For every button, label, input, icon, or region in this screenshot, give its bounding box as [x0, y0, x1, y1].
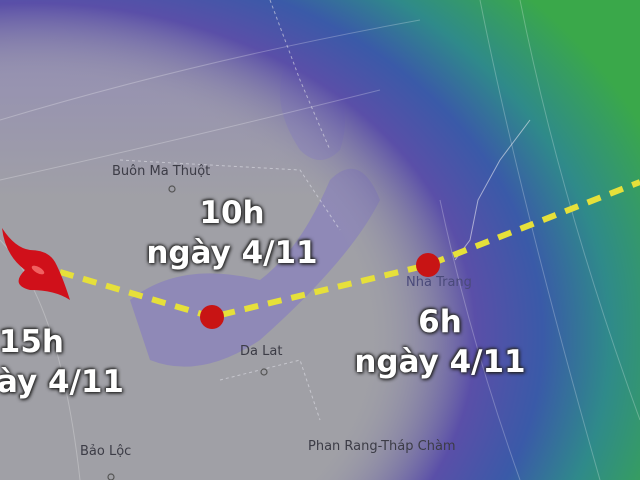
label-date: ngày 4/11 — [354, 344, 526, 380]
city-da-lat: Da Lat — [240, 344, 283, 359]
label-time: 10h — [199, 195, 265, 231]
track-point-6h[interactable] — [416, 253, 440, 277]
city-bao-loc: Bảo Lộc — [80, 444, 132, 459]
storm-track — [59, 179, 640, 321]
city-phan-rang: Phan Rang-Tháp Chàm — [308, 439, 456, 454]
city-buon-ma-thuot: Buôn Ma Thuột — [112, 164, 211, 179]
label-6h: 6h ngày 4/11 — [340, 302, 540, 382]
label-10h: 10h ngày 4/11 — [132, 193, 332, 273]
label-time: 6h — [418, 304, 462, 340]
city-nha-trang: Nha Trang — [406, 275, 472, 290]
label-date: ngày 4/11 — [0, 364, 124, 400]
label-date: ngày 4/11 — [146, 235, 318, 271]
label-time: 15h — [0, 324, 64, 360]
tropical-storm-icon — [2, 228, 70, 300]
city-marker — [260, 368, 268, 376]
track-point-10h[interactable] — [200, 305, 224, 329]
city-marker — [168, 185, 176, 193]
label-15h: 15h ngày 4/11 — [0, 322, 124, 402]
city-marker — [107, 473, 115, 480]
